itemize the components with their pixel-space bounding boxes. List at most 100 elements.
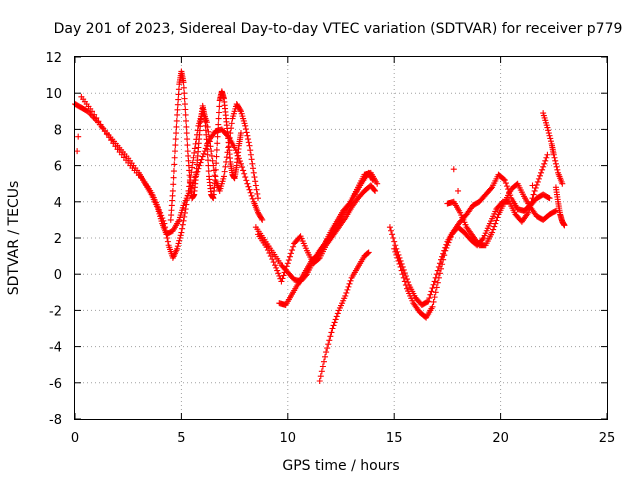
data-point <box>479 236 486 243</box>
data-point <box>240 167 247 174</box>
y-tick-labels: -8 -6 -4 -2 0 2 4 6 8 10 12 <box>45 51 62 428</box>
data-point <box>266 250 273 257</box>
data-point <box>491 223 498 230</box>
data-point <box>182 106 189 113</box>
data-point <box>539 166 546 173</box>
data-point <box>180 79 187 86</box>
data-point <box>215 115 222 122</box>
data-point <box>214 140 221 147</box>
data-point <box>318 368 325 375</box>
data-point <box>551 208 558 215</box>
data-point <box>171 161 178 168</box>
data-point <box>161 220 168 227</box>
data-point <box>247 189 254 196</box>
series-outliers <box>74 133 536 194</box>
data-point <box>183 123 190 130</box>
data-point <box>190 154 197 161</box>
data-point <box>164 235 171 241</box>
data-point <box>450 166 457 173</box>
data-point <box>181 90 188 97</box>
data-point <box>434 279 441 286</box>
x-tick-label: 25 <box>599 431 616 446</box>
x-tick-label: 20 <box>492 431 509 446</box>
data-point <box>264 247 271 254</box>
data-point <box>386 224 393 231</box>
data-point <box>106 134 113 141</box>
data-point <box>278 278 285 285</box>
data-point <box>179 221 186 228</box>
data-point <box>441 252 448 259</box>
data-point <box>247 151 254 158</box>
data-point <box>540 163 547 170</box>
data-point <box>244 132 251 139</box>
data-point <box>431 278 438 285</box>
data-point <box>432 289 439 296</box>
data-point <box>342 292 349 299</box>
data-point <box>444 242 451 249</box>
data-point <box>427 291 434 298</box>
data-point <box>252 178 259 185</box>
y-tick-label: 2 <box>54 232 62 247</box>
data-point <box>431 294 438 301</box>
data-point <box>177 232 184 239</box>
data-point <box>181 209 188 216</box>
data-point <box>535 175 542 182</box>
data-point <box>191 149 198 156</box>
chart-title: Day 201 of 2023, Sidereal Day-to-day VTE… <box>54 21 623 37</box>
data-point <box>157 209 164 216</box>
data-point <box>233 149 240 156</box>
data-point <box>544 124 551 131</box>
data-point <box>445 239 452 246</box>
data-point <box>184 136 191 143</box>
data-point <box>396 260 403 267</box>
data-point <box>221 168 228 175</box>
data-point <box>160 217 167 224</box>
data-point <box>430 298 437 305</box>
data-point <box>154 204 161 211</box>
data-point <box>243 177 250 184</box>
y-tick-label: 6 <box>54 160 62 175</box>
data-point <box>529 182 536 189</box>
data-points <box>72 68 568 384</box>
x-tick-label: 5 <box>177 431 185 446</box>
data-point <box>547 138 554 145</box>
data-point <box>330 322 337 329</box>
data-point <box>346 280 353 287</box>
data-point <box>103 131 110 138</box>
data-point <box>176 235 183 241</box>
data-point <box>392 242 399 249</box>
x-tick-label: 15 <box>386 431 403 446</box>
data-point <box>279 275 286 282</box>
data-point <box>252 182 259 189</box>
data-point <box>455 187 462 194</box>
data-point <box>290 243 297 250</box>
data-point <box>181 213 188 220</box>
series-track-g <box>316 249 372 384</box>
plot-frame <box>74 56 608 420</box>
data-point <box>327 333 334 340</box>
data-point <box>159 215 166 222</box>
data-point <box>199 153 206 160</box>
data-point <box>249 160 256 167</box>
data-point <box>541 160 548 167</box>
data-point <box>331 319 338 326</box>
data-point <box>399 271 406 278</box>
series-track-j <box>444 180 559 249</box>
data-point <box>205 157 211 164</box>
data-point <box>163 231 170 238</box>
series-track-c <box>167 68 244 223</box>
data-point <box>525 209 532 216</box>
data-point <box>183 201 190 208</box>
data-point <box>317 373 324 380</box>
data-point <box>395 257 402 264</box>
data-point <box>242 122 249 129</box>
data-point <box>170 181 177 188</box>
series-track-k <box>540 110 566 187</box>
data-point <box>443 244 450 251</box>
data-point <box>447 234 454 241</box>
data-point <box>101 128 108 135</box>
data-point <box>490 226 497 233</box>
y-tick-label: 10 <box>45 87 62 102</box>
data-point <box>247 147 254 154</box>
data-point <box>89 108 96 115</box>
